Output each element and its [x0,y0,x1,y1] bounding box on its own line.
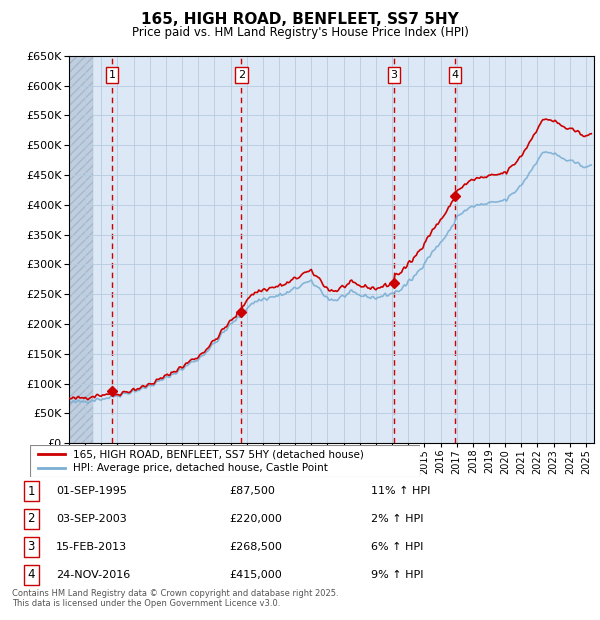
Text: 3: 3 [391,70,398,80]
Text: 4: 4 [28,569,35,581]
Text: 01-SEP-1995: 01-SEP-1995 [56,486,127,496]
Text: 165, HIGH ROAD, BENFLEET, SS7 5HY (detached house): 165, HIGH ROAD, BENFLEET, SS7 5HY (detac… [73,449,364,459]
Text: 2: 2 [28,513,35,525]
Text: 1: 1 [109,70,116,80]
Text: £220,000: £220,000 [229,514,283,524]
Bar [69,56,93,443]
Text: 3: 3 [28,541,35,553]
Text: 24-NOV-2016: 24-NOV-2016 [56,570,130,580]
Text: 9% ↑ HPI: 9% ↑ HPI [371,570,423,580]
Text: Price paid vs. HM Land Registry's House Price Index (HPI): Price paid vs. HM Land Registry's House … [131,26,469,39]
Text: Contains HM Land Registry data © Crown copyright and database right 2025.
This d: Contains HM Land Registry data © Crown c… [12,589,338,608]
Text: HPI: Average price, detached house, Castle Point: HPI: Average price, detached house, Cast… [73,463,328,474]
Text: 03-SEP-2003: 03-SEP-2003 [56,514,127,524]
Text: 2% ↑ HPI: 2% ↑ HPI [371,514,423,524]
Text: 6% ↑ HPI: 6% ↑ HPI [371,542,423,552]
FancyBboxPatch shape [30,445,420,477]
Text: 165, HIGH ROAD, BENFLEET, SS7 5HY: 165, HIGH ROAD, BENFLEET, SS7 5HY [141,12,459,27]
Text: 15-FEB-2013: 15-FEB-2013 [56,542,127,552]
Text: 1: 1 [28,485,35,497]
Text: 2: 2 [238,70,245,80]
Text: 11% ↑ HPI: 11% ↑ HPI [371,486,430,496]
Text: £87,500: £87,500 [229,486,275,496]
Text: 4: 4 [452,70,458,80]
Text: £415,000: £415,000 [229,570,282,580]
Text: £268,500: £268,500 [229,542,283,552]
